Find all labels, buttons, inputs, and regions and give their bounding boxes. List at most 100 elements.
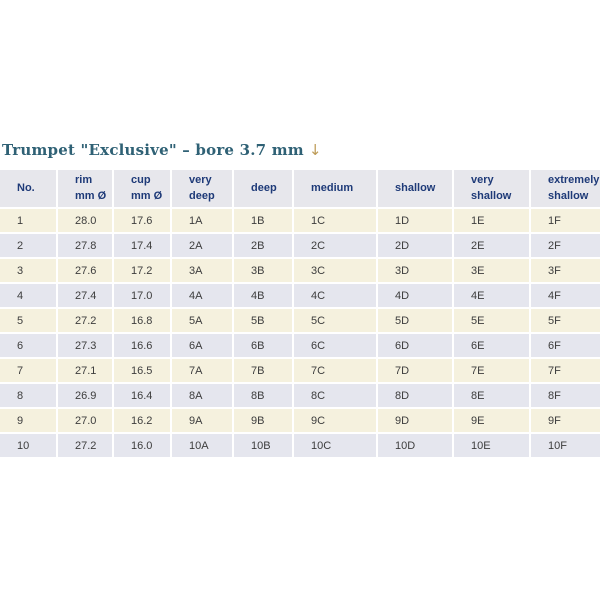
table-cell: 7D [377,358,454,384]
table-cell: 6 [0,333,58,359]
table-body: 1 28.0 17.6 1A 1B 1C 1D 1E 1F 2 27.8 17.4 2A 2B 2C 2D 2E… [0,208,600,459]
column-header-very-deep: very deep [171,170,234,209]
mouthpiece-spec-table: No. rim mm Ø cup mm Ø very deep deep med… [0,170,600,459]
table-cell: 3E [453,258,531,284]
table-cell: 9D [377,408,454,434]
table-cell: 3A [171,258,234,284]
table-cell: 16.6 [113,333,172,359]
table-cell: 3F [530,258,600,284]
table-cell: 27.1 [57,358,114,384]
table-cell: 8B [233,383,294,409]
table-cell: 4 [0,283,58,309]
table-cell: 9B [233,408,294,434]
table-cell: 7C [293,358,378,384]
table-cell: 9 [0,408,58,434]
table-cell: 27.2 [57,308,114,334]
table-cell: 6B [233,333,294,359]
column-header-no: No. [0,170,58,209]
table-cell: 10E [453,433,531,459]
table-cell: 7E [453,358,531,384]
table-cell: 17.0 [113,283,172,309]
table-row: 3 27.6 17.2 3A 3B 3C 3D 3E 3F [0,258,600,284]
table-cell: 1B [233,208,294,234]
table-cell: 1D [377,208,454,234]
down-arrow-icon: ↓ [308,141,322,159]
table-cell: 8 [0,383,58,409]
table-cell: 5E [453,308,531,334]
table-cell: 8C [293,383,378,409]
table-row: 7 27.1 16.5 7A 7B 7C 7D 7E 7F [0,358,600,384]
table-cell: 17.4 [113,233,172,259]
table-cell: 2E [453,233,531,259]
table-cell: 16.4 [113,383,172,409]
table-cell: 2D [377,233,454,259]
page-title: Trumpet "Exclusive" – bore 3.7 mm ↓ [2,141,322,159]
table-cell: 10F [530,433,600,459]
table-cell: 5F [530,308,600,334]
table-cell: 2B [233,233,294,259]
column-header-extremely-shallow: extremely shallow [530,170,600,209]
table-row: 6 27.3 16.6 6A 6B 6C 6D 6E 6F [0,333,600,359]
table-row: 9 27.0 16.2 9A 9B 9C 9D 9E 9F [0,408,600,434]
table-header: No. rim mm Ø cup mm Ø very deep deep med… [0,170,600,209]
table-cell: 6C [293,333,378,359]
table-cell: 2F [530,233,600,259]
column-header-deep: deep [233,170,294,209]
table-cell: 6E [453,333,531,359]
table-row: 1 28.0 17.6 1A 1B 1C 1D 1E 1F [0,208,600,234]
table-cell: 5 [0,308,58,334]
table-cell: 3B [233,258,294,284]
table-header-row: No. rim mm Ø cup mm Ø very deep deep med… [0,170,600,209]
table-cell: 3C [293,258,378,284]
column-header-shallow: shallow [377,170,454,209]
table-cell: 9F [530,408,600,434]
table-cell: 9E [453,408,531,434]
table-cell: 4A [171,283,234,309]
table-cell: 4D [377,283,454,309]
table-cell: 6D [377,333,454,359]
table-cell: 8A [171,383,234,409]
table-cell: 27.4 [57,283,114,309]
table-cell: 27.0 [57,408,114,434]
table-cell: 27.3 [57,333,114,359]
table-cell: 1C [293,208,378,234]
table-cell: 4C [293,283,378,309]
page-title-text: Trumpet "Exclusive" – bore 3.7 mm [2,141,304,159]
table-cell: 27.6 [57,258,114,284]
table-cell: 3 [0,258,58,284]
table-cell: 27.8 [57,233,114,259]
table-cell: 8D [377,383,454,409]
table-cell: 5D [377,308,454,334]
table-cell: 28.0 [57,208,114,234]
table-cell: 16.2 [113,408,172,434]
table-cell: 10A [171,433,234,459]
table-cell: 4E [453,283,531,309]
table-cell: 6F [530,333,600,359]
table-cell: 16.8 [113,308,172,334]
table-cell: 1F [530,208,600,234]
table-cell: 10 [0,433,58,459]
table-cell: 5C [293,308,378,334]
table-cell: 4B [233,283,294,309]
table-cell: 7B [233,358,294,384]
table-cell: 4F [530,283,600,309]
column-header-medium: medium [293,170,378,209]
table-cell: 1E [453,208,531,234]
table-cell: 10B [233,433,294,459]
table-cell: 9A [171,408,234,434]
table-cell: 1 [0,208,58,234]
column-header-very-shallow: very shallow [453,170,531,209]
table-cell: 6A [171,333,234,359]
table-cell: 1A [171,208,234,234]
column-header-rim-mm: rim mm Ø [57,170,114,209]
table-cell: 10C [293,433,378,459]
table-cell: 7F [530,358,600,384]
table-row: 8 26.9 16.4 8A 8B 8C 8D 8E 8F [0,383,600,409]
table-cell: 10D [377,433,454,459]
table-row: 5 27.2 16.8 5A 5B 5C 5D 5E 5F [0,308,600,334]
table-cell: 7A [171,358,234,384]
table-cell: 26.9 [57,383,114,409]
column-header-cup-mm: cup mm Ø [113,170,172,209]
table-row: 4 27.4 17.0 4A 4B 4C 4D 4E 4F [0,283,600,309]
table-cell: 2 [0,233,58,259]
